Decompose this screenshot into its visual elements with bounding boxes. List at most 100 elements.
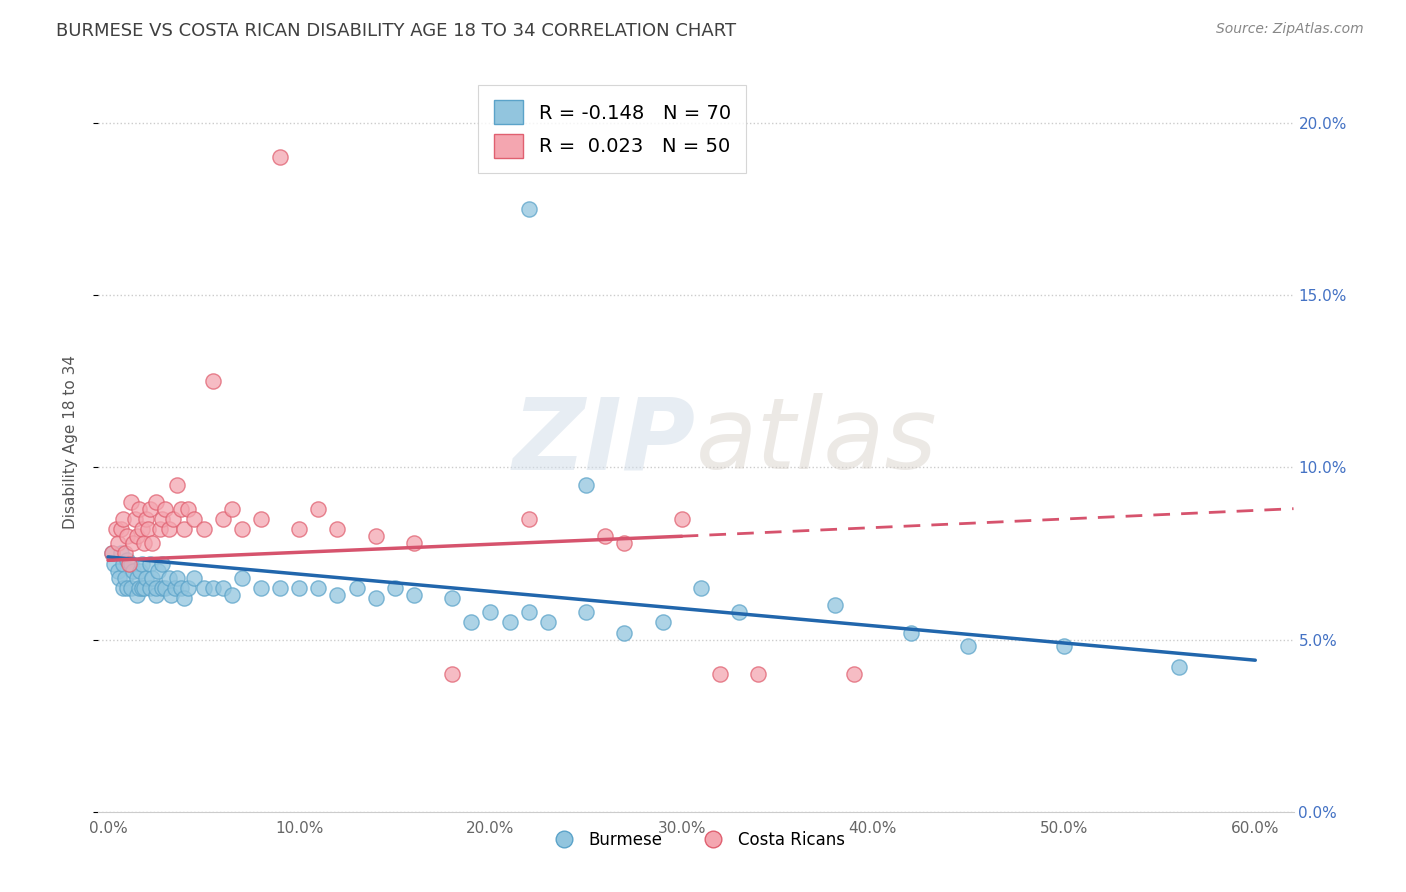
Point bbox=[193, 522, 215, 536]
Point bbox=[221, 588, 243, 602]
Point bbox=[613, 536, 636, 550]
Point bbox=[728, 605, 751, 619]
Point bbox=[183, 512, 205, 526]
Text: ZIP: ZIP bbox=[513, 393, 696, 490]
Point bbox=[177, 501, 200, 516]
Point bbox=[114, 570, 136, 584]
Point bbox=[441, 591, 464, 606]
Point bbox=[364, 529, 387, 543]
Point bbox=[202, 374, 225, 388]
Point bbox=[135, 512, 157, 526]
Point bbox=[120, 557, 142, 571]
Point bbox=[231, 522, 253, 536]
Point bbox=[193, 581, 215, 595]
Point bbox=[112, 557, 135, 571]
Point bbox=[593, 529, 616, 543]
Point bbox=[517, 605, 540, 619]
Point bbox=[131, 581, 153, 595]
Point bbox=[1167, 660, 1189, 674]
Y-axis label: Disability Age 18 to 34: Disability Age 18 to 34 bbox=[63, 354, 77, 529]
Point bbox=[269, 151, 291, 165]
Point bbox=[150, 557, 173, 571]
Point bbox=[125, 588, 148, 602]
Point bbox=[231, 570, 253, 584]
Point bbox=[824, 598, 846, 612]
Point bbox=[131, 522, 153, 536]
Point bbox=[613, 625, 636, 640]
Point bbox=[288, 581, 311, 595]
Point bbox=[307, 501, 329, 516]
Point bbox=[166, 570, 188, 584]
Point bbox=[1053, 640, 1076, 654]
Point bbox=[121, 564, 143, 578]
Point bbox=[124, 512, 146, 526]
Point bbox=[107, 564, 129, 578]
Point bbox=[575, 477, 598, 491]
Point bbox=[139, 501, 162, 516]
Point bbox=[149, 522, 172, 536]
Point bbox=[900, 625, 922, 640]
Point bbox=[155, 501, 177, 516]
Point bbox=[121, 536, 143, 550]
Text: Source: ZipAtlas.com: Source: ZipAtlas.com bbox=[1216, 22, 1364, 37]
Point bbox=[115, 529, 138, 543]
Point bbox=[202, 581, 225, 595]
Point bbox=[709, 667, 731, 681]
Point bbox=[441, 667, 464, 681]
Point bbox=[169, 501, 191, 516]
Point bbox=[136, 522, 159, 536]
Text: atlas: atlas bbox=[696, 393, 938, 490]
Point bbox=[101, 546, 124, 560]
Point bbox=[173, 522, 195, 536]
Point bbox=[460, 615, 482, 630]
Point bbox=[307, 581, 329, 595]
Point bbox=[173, 591, 195, 606]
Point bbox=[575, 605, 598, 619]
Point bbox=[250, 581, 273, 595]
Point bbox=[498, 615, 520, 630]
Point bbox=[157, 522, 180, 536]
Point bbox=[110, 522, 132, 536]
Point bbox=[110, 546, 132, 560]
Point bbox=[326, 588, 349, 602]
Point bbox=[112, 512, 135, 526]
Point bbox=[402, 536, 425, 550]
Point bbox=[384, 581, 406, 595]
Point bbox=[211, 512, 233, 526]
Point bbox=[221, 501, 243, 516]
Point bbox=[671, 512, 693, 526]
Point bbox=[101, 546, 124, 560]
Point bbox=[120, 495, 142, 509]
Point bbox=[517, 202, 540, 216]
Point bbox=[135, 570, 157, 584]
Point bbox=[114, 546, 136, 560]
Point bbox=[104, 522, 127, 536]
Point bbox=[134, 581, 156, 595]
Point bbox=[651, 615, 673, 630]
Point bbox=[517, 512, 540, 526]
Legend: Burmese, Costa Ricans: Burmese, Costa Ricans bbox=[540, 824, 852, 855]
Point bbox=[125, 529, 148, 543]
Point bbox=[269, 581, 291, 595]
Point bbox=[250, 512, 273, 526]
Point bbox=[346, 581, 368, 595]
Point bbox=[842, 667, 865, 681]
Point bbox=[145, 495, 167, 509]
Point bbox=[139, 557, 162, 571]
Point bbox=[157, 570, 180, 584]
Point bbox=[145, 588, 167, 602]
Point bbox=[129, 564, 152, 578]
Point bbox=[107, 536, 129, 550]
Point bbox=[118, 557, 141, 571]
Point bbox=[364, 591, 387, 606]
Point bbox=[108, 570, 131, 584]
Point bbox=[479, 605, 502, 619]
Point bbox=[120, 581, 142, 595]
Point bbox=[177, 581, 200, 595]
Point bbox=[211, 581, 233, 595]
Point bbox=[145, 581, 167, 595]
Point bbox=[150, 512, 173, 526]
Point bbox=[160, 588, 183, 602]
Point bbox=[112, 581, 135, 595]
Point bbox=[288, 522, 311, 536]
